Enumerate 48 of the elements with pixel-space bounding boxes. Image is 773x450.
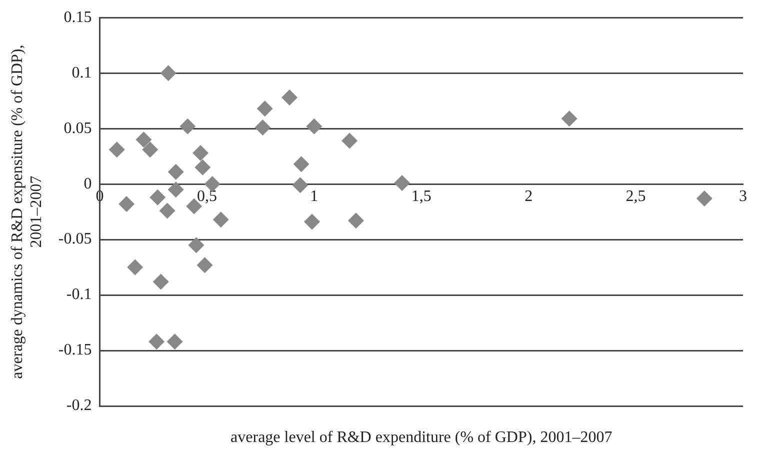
- y-tick-label: 0.1: [72, 64, 92, 82]
- point: [348, 212, 364, 229]
- point: [152, 274, 169, 290]
- point: [293, 156, 310, 172]
- point: [304, 214, 320, 230]
- y-tick-label: -0.15: [58, 342, 92, 359]
- point: [180, 118, 196, 134]
- point: [166, 334, 183, 350]
- point: [292, 177, 308, 194]
- point: [168, 182, 184, 198]
- y-tick-label: -0.05: [58, 230, 92, 248]
- y-tick-label: -0.2: [66, 397, 92, 414]
- point: [192, 144, 209, 161]
- point: [204, 176, 220, 192]
- point: [342, 132, 358, 149]
- y-axis-title: average dynamics of R&D expensiture (% of GDP), 2001–2007: [8, 44, 46, 379]
- y-tick-label: 0: [84, 175, 92, 192]
- point: [136, 132, 152, 148]
- point: [394, 174, 410, 191]
- point: [306, 118, 322, 134]
- point: [142, 142, 158, 158]
- point: [281, 90, 298, 106]
- y-tick-label: 0.15: [64, 8, 92, 26]
- point: [188, 237, 204, 254]
- x-axis-title: average level of R&D expenditure (% of GDP), 2001–2007: [230, 429, 612, 446]
- x-tick-label: 3: [739, 188, 747, 205]
- x-tick-label: 2,5: [626, 188, 646, 205]
- point: [148, 334, 165, 350]
- point: [108, 142, 125, 158]
- point: [696, 190, 712, 206]
- point: [194, 159, 211, 176]
- point: [256, 100, 273, 117]
- x-tick-label: 1: [310, 188, 318, 205]
- point: [168, 164, 184, 180]
- x-tick-label: 0,5: [196, 188, 217, 205]
- point: [150, 189, 166, 206]
- point: [561, 110, 578, 127]
- y-tick-label: 0.05: [64, 120, 92, 137]
- x-tick-label: 1,5: [411, 188, 432, 205]
- point: [196, 257, 213, 274]
- point: [127, 259, 144, 276]
- point: [212, 212, 229, 228]
- point: [159, 202, 176, 219]
- point: [254, 119, 271, 136]
- x-tick-label: 2: [524, 188, 533, 205]
- y-tick-label: -0.1: [66, 286, 92, 304]
- point: [160, 65, 176, 82]
- point: [118, 196, 135, 212]
